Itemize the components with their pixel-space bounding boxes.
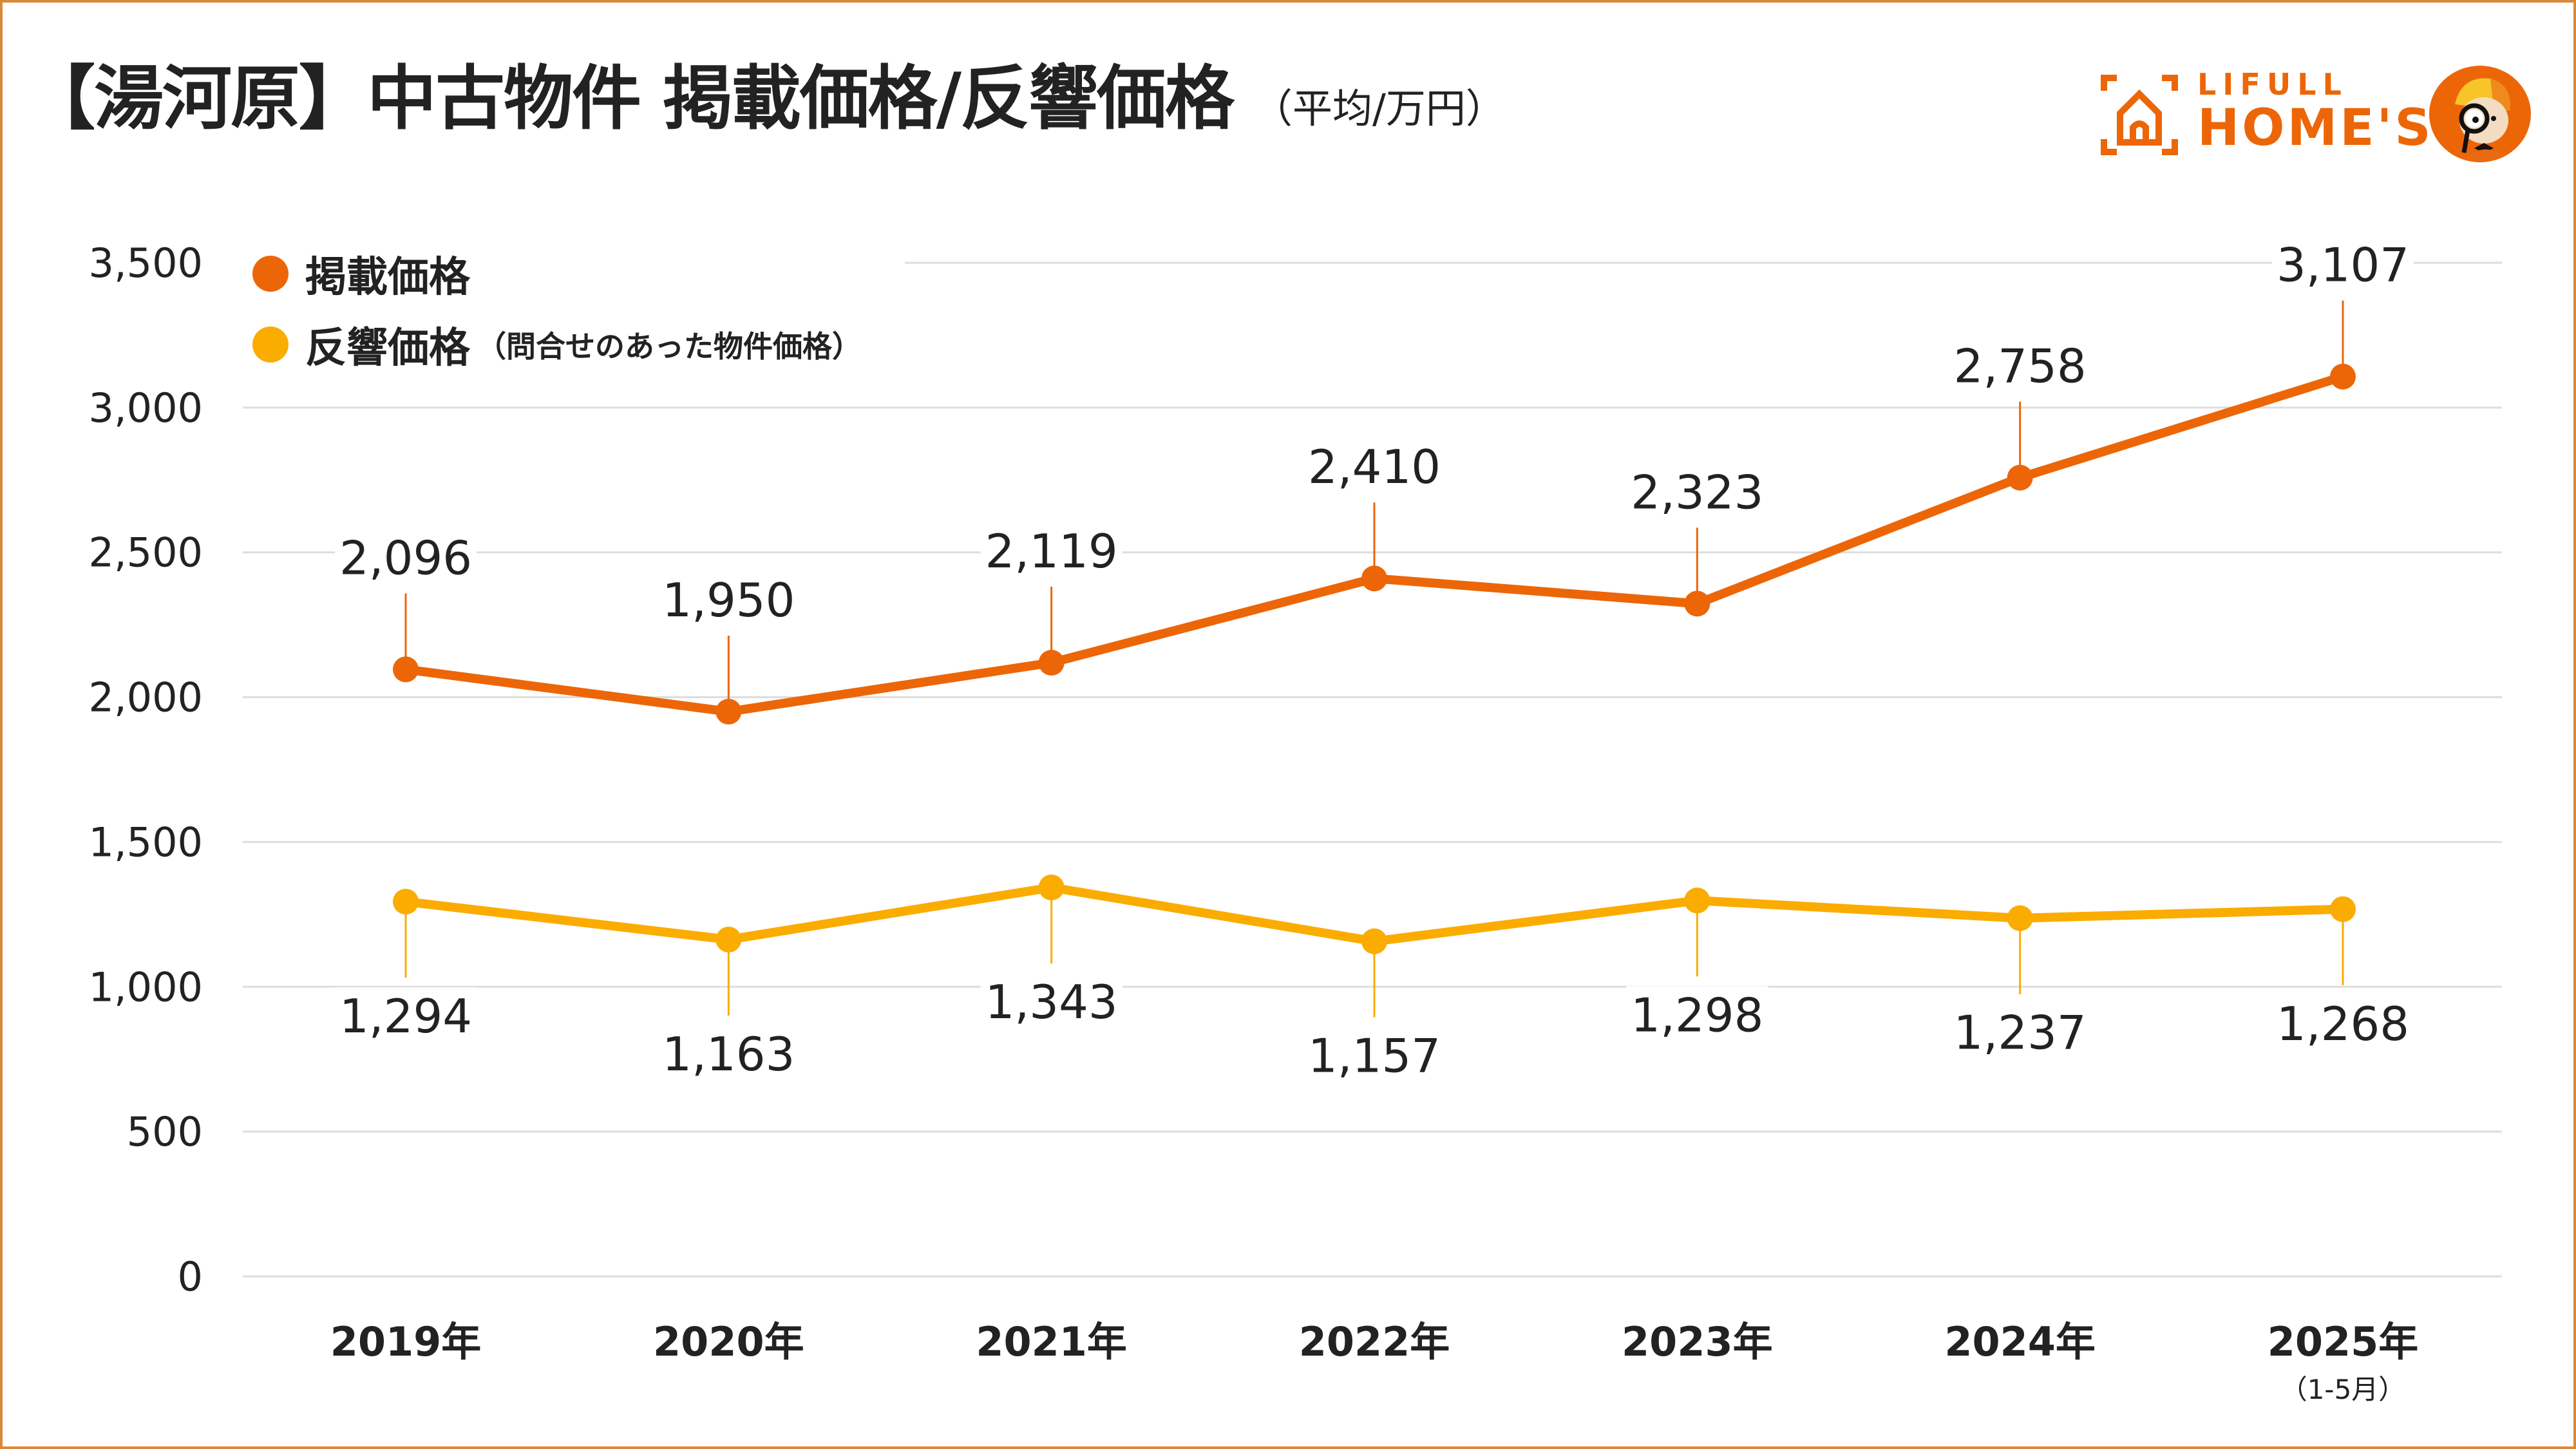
data-label-bg — [2272, 236, 2414, 294]
chart-unit: （平均/万円） — [1253, 85, 1506, 132]
data-label: 1,294 — [339, 989, 472, 1043]
data-label: 2,119 — [985, 524, 1118, 578]
y-tick-label: 1,000 — [89, 963, 204, 1010]
data-point — [1038, 875, 1065, 901]
data-point — [2007, 464, 2033, 491]
data-label-bg — [1303, 1027, 1445, 1085]
data-point — [1361, 565, 1387, 592]
detective-mascot-icon — [2429, 66, 2531, 162]
data-point — [1684, 591, 1710, 617]
legend-item-inquiry: 反響価格 （問合せのあった物件価格） — [252, 309, 862, 380]
y-tick-label: 0 — [178, 1253, 203, 1300]
chart-legend: 掲載価格 反響価格 （問合せのあった物件価格） — [252, 238, 862, 380]
data-point — [2007, 905, 2033, 931]
x-tick-label: 2025年 — [2268, 1318, 2419, 1365]
legend-item-listing: 掲載価格 — [252, 238, 862, 309]
data-label: 2,758 — [1954, 339, 2087, 393]
data-label: 2,096 — [339, 531, 472, 585]
house-bracket-icon — [2101, 75, 2178, 155]
chart-title: 【湯河原】中古物件 掲載価格/反響価格 （平均/万円） — [26, 64, 1506, 134]
logo-text-homes: HOME'S — [2197, 99, 2434, 157]
legend-marker-inquiry — [252, 327, 289, 363]
y-tick-label: 1,500 — [89, 819, 204, 866]
data-label: 1,950 — [662, 573, 795, 627]
y-tick-label: 3,500 — [89, 240, 204, 287]
x-tick-label: 2020年 — [653, 1318, 804, 1365]
data-label-bg — [1626, 986, 1768, 1045]
data-label: 1,237 — [1954, 1006, 2087, 1060]
data-point — [1684, 887, 1710, 914]
data-label: 1,163 — [662, 1027, 795, 1081]
data-label: 2,410 — [1308, 440, 1441, 494]
x-tick-label: 2022年 — [1299, 1318, 1450, 1365]
data-label-bg — [1626, 463, 1768, 522]
data-label-bg — [2272, 994, 2414, 1053]
data-label-bg — [658, 1025, 800, 1083]
data-point — [715, 926, 742, 952]
y-tick-label: 2,000 — [89, 674, 204, 721]
data-label: 2,323 — [1631, 465, 1763, 519]
data-point — [2330, 896, 2356, 922]
data-label: 3,107 — [2277, 238, 2409, 292]
data-point — [393, 889, 419, 915]
lifull-homes-logo: LIFULL HOME'S — [2101, 67, 2431, 160]
data-label: 1,298 — [1631, 988, 1763, 1042]
data-point — [715, 699, 742, 725]
data-point — [1038, 650, 1065, 676]
y-tick-label: 2,500 — [89, 529, 204, 576]
legend-marker-listing — [252, 256, 289, 292]
data-label: 1,268 — [2277, 997, 2409, 1051]
x-tick-label: 2024年 — [1944, 1318, 2096, 1365]
chart-title-text: 【湯河原】中古物件 掲載価格/反響価格 — [26, 59, 1235, 139]
x-tick-note: （1-5月） — [2280, 1374, 2406, 1405]
y-tick-label: 3,000 — [89, 384, 204, 431]
data-label-bg — [1949, 1003, 2091, 1062]
legend-note-inquiry: （問合せのあった物件価格） — [477, 329, 862, 364]
data-point — [1361, 928, 1387, 954]
legend-label-inquiry: 反響価格 — [305, 325, 470, 372]
data-label-bg — [1303, 438, 1445, 497]
logo-text-lifull: LIFULL — [2197, 67, 2348, 102]
x-tick-label: 2021年 — [976, 1318, 1127, 1365]
data-label-bg — [335, 987, 477, 1046]
data-label: 1,157 — [1308, 1029, 1441, 1083]
data-label-bg — [980, 973, 1122, 1032]
data-label-bg — [1949, 337, 2091, 395]
x-tick-label: 2019年 — [330, 1318, 482, 1365]
data-point — [2330, 363, 2356, 390]
legend-label-listing: 掲載価格 — [305, 254, 470, 301]
data-label-bg — [335, 529, 477, 587]
data-label-bg — [980, 522, 1122, 581]
data-label: 1,343 — [985, 975, 1118, 1029]
y-tick-label: 500 — [127, 1108, 203, 1155]
data-label-bg — [658, 571, 800, 630]
x-tick-label: 2023年 — [1622, 1318, 1773, 1365]
data-point — [393, 656, 419, 683]
